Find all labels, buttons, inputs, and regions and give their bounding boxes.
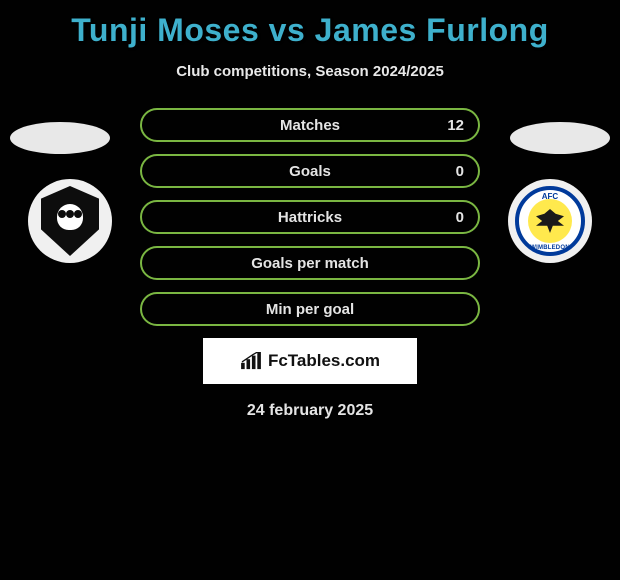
stat-label: Goals per match — [251, 255, 369, 272]
subtitle: Club competitions, Season 2024/2025 — [0, 63, 620, 80]
stat-row-goals-per-match: Goals per match — [140, 246, 480, 280]
bar-chart-icon — [240, 352, 262, 370]
stat-right-value: 0 — [456, 163, 464, 180]
player-avatar-right — [510, 122, 610, 154]
player-avatar-left — [10, 122, 110, 154]
stat-label: Matches — [280, 117, 340, 134]
afc-badge-top-text: AFC — [542, 192, 558, 201]
stat-row-matches: Matches 12 — [140, 108, 480, 142]
stat-label: Hattricks — [278, 209, 342, 226]
stat-row-min-per-goal: Min per goal — [140, 292, 480, 326]
stat-right-value: 12 — [447, 117, 464, 134]
club-badge-left — [28, 179, 112, 263]
stat-right-value: 0 — [456, 209, 464, 226]
afc-badge-inner — [528, 199, 572, 243]
date-label: 24 february 2025 — [0, 402, 620, 420]
afc-wimbledon-badge-icon: AFC WIMBLEDON — [515, 186, 585, 256]
eagle-icon — [536, 209, 564, 233]
stat-label: Min per goal — [266, 301, 354, 318]
afc-badge-bottom-text: WIMBLEDON — [530, 245, 569, 251]
stat-label: Goals — [289, 163, 331, 180]
logo-text: FcTables.com — [268, 351, 380, 371]
club-badge-right: AFC WIMBLEDON — [508, 179, 592, 263]
salford-shield-icon — [41, 186, 99, 256]
stat-row-goals: Goals 0 — [140, 154, 480, 188]
stat-row-hattricks: Hattricks 0 — [140, 200, 480, 234]
fctables-logo: FcTables.com — [203, 338, 417, 384]
page-title: Tunji Moses vs James Furlong — [0, 0, 620, 49]
